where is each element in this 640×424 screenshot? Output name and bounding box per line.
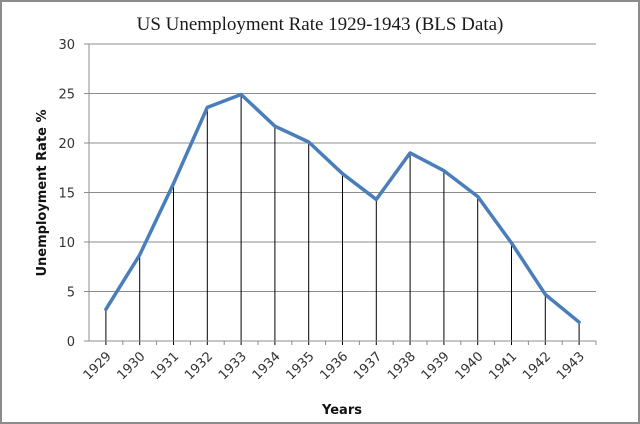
gridlines [84,43,596,342]
x-tick-label: 1934 [250,349,284,383]
y-tick-label: 30 [58,38,75,53]
y-tick-label: 20 [58,137,75,152]
x-tick-label: 1938 [385,349,419,383]
y-tick-label: 0 [67,335,75,350]
x-tick-label: 1932 [182,349,216,383]
x-tick-label: 1933 [216,349,250,383]
x-axis-ticks: 1929 1930 1931 1932 1933 1934 1935 1936 1937 1938… [81,341,597,383]
x-tick-label: 1941 [486,349,520,383]
x-tick-label: 1937 [351,349,385,383]
data-series-line [104,92,581,324]
y-tick-label: 10 [58,236,75,251]
x-tick-label: 1930 [115,349,149,383]
chart-title: US Unemployment Rate 1929-1943 (BLS Data… [136,14,504,35]
x-tick-label: 1939 [419,349,453,383]
unemployment-rate-line [104,92,581,324]
axes [88,44,596,342]
x-tick-label: 1931 [148,349,182,383]
x-tick-label: 1940 [453,349,487,383]
x-tick-label: 1935 [284,349,318,383]
x-axis-label: Years [321,403,362,418]
y-tick-label: 5 [67,286,75,301]
drop-lines [105,94,580,345]
x-tick-label: 1942 [520,349,554,383]
x-tick-label: 1943 [554,349,588,383]
y-tick-label: 25 [58,88,75,103]
y-axis-label: Unemployment Rate % [35,109,50,276]
y-tick-label: 15 [58,187,75,202]
x-tick-label: 1929 [81,349,115,383]
y-axis-ticks: 0 5 10 15 20 25 30 [58,38,75,350]
x-tick-label: 1936 [317,349,351,383]
